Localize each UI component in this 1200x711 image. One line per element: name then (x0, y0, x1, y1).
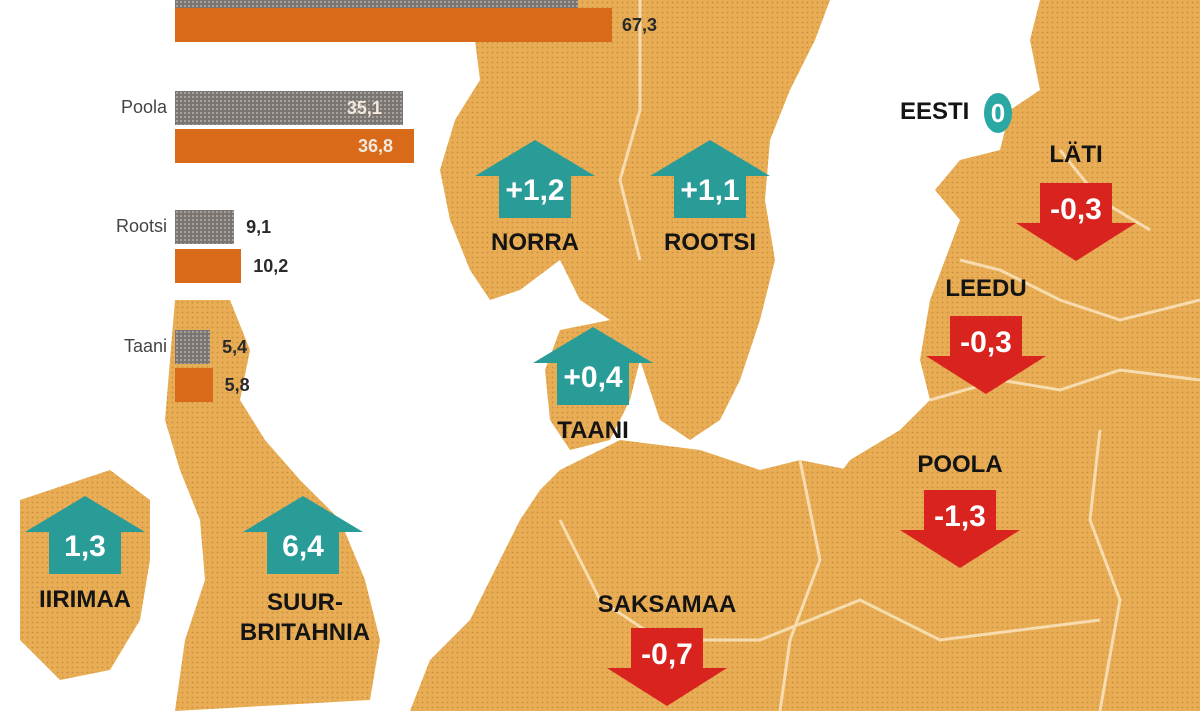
up-arrow-icon: 6,4 (243, 496, 363, 576)
up-arrow-icon: 1,3 (25, 496, 145, 576)
bar-country-label: Rootsi (115, 216, 167, 236)
country-label-line: SUUR- (267, 589, 343, 616)
central-land (410, 440, 860, 711)
down-arrow-icon: -1,3 (900, 490, 1020, 570)
country-label: LEEDU (945, 275, 1027, 302)
bar-value-label: 67,3 (622, 15, 658, 35)
bar-gray (175, 210, 235, 244)
change-value: -0,7 (641, 638, 693, 671)
country-label: POOLA (917, 451, 1003, 478)
bar-gray (175, 91, 403, 125)
down-arrow-icon: -0,7 (607, 628, 727, 708)
change-value: 6,4 (282, 530, 324, 563)
bar-country-label: Taani (123, 336, 167, 356)
change-value: -1,3 (934, 500, 986, 533)
bar-orange (175, 8, 612, 42)
country-label: IIRIMAA (39, 586, 131, 613)
country-label-line: BRITAHNIA (239, 619, 371, 646)
bar-gray (175, 330, 211, 364)
change-value: +1,1 (680, 174, 740, 207)
bar-orange (175, 249, 242, 283)
country-label: NORRA (491, 229, 579, 256)
up-arrow-icon: +1,2 (475, 140, 595, 220)
bar-value-label: 35,1 (346, 98, 382, 118)
country-label: LÄTI (1049, 141, 1103, 168)
change-value: 1,3 (64, 530, 106, 563)
bar-value-label: 9,1 (246, 217, 272, 237)
country-label: SUUR- BRITAHNIA (205, 588, 405, 648)
eesti-zero-badge: 0 (984, 93, 1012, 133)
great-britain-land (165, 300, 380, 711)
bar-gray (175, 0, 578, 10)
country-borders (558, 0, 1200, 711)
bar-country-label: Poola (120, 97, 167, 117)
up-arrow-icon: +1,1 (650, 140, 770, 220)
country-label: TAANI (557, 417, 629, 444)
country-label-eesti: EESTI (900, 98, 970, 125)
down-arrow-icon: -0,3 (926, 316, 1046, 396)
change-value: +1,2 (505, 174, 565, 207)
country-label: ROOTSI (663, 229, 756, 256)
bar-value-label: 5,4 (222, 337, 248, 357)
scandinavia-land (440, 0, 830, 440)
bar-value-label: 5,8 (224, 375, 250, 395)
change-value: -0,3 (1050, 193, 1102, 226)
bar-orange (175, 129, 414, 163)
bar-value-label: 36,8 (357, 136, 393, 156)
country-label: SAKSAMAA (597, 591, 737, 618)
bar-value-label: 10,2 (253, 256, 289, 276)
down-arrow-icon: -0,3 (1016, 183, 1136, 263)
change-value: +0,4 (563, 361, 623, 394)
up-arrow-icon: +0,4 (533, 327, 653, 407)
bar-orange (175, 368, 213, 402)
change-value: -0,3 (960, 326, 1012, 359)
